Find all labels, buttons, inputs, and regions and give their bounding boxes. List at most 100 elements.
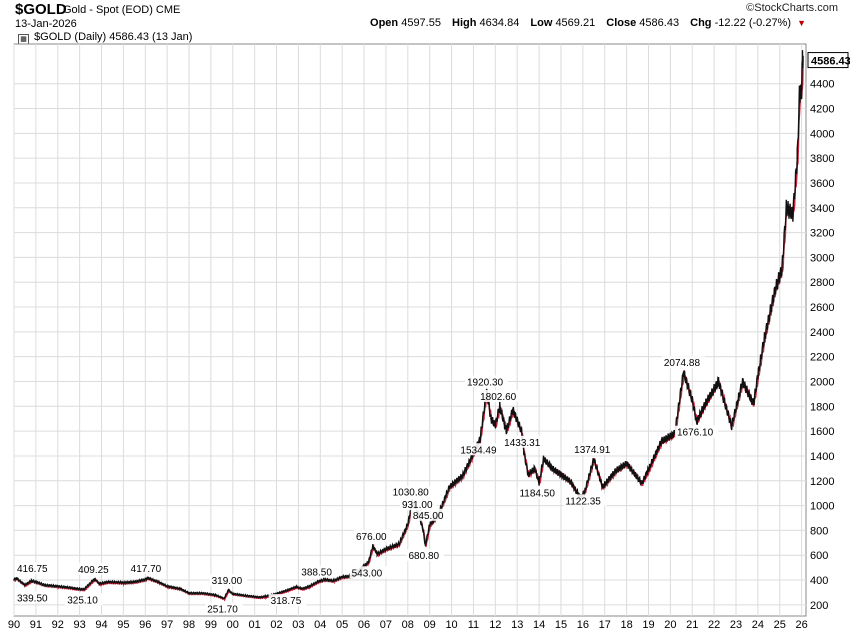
data-point — [647, 468, 650, 471]
data-label-bg — [502, 435, 546, 448]
data-label-bg — [675, 425, 719, 438]
y-tick-label: 3200 — [810, 228, 834, 240]
data-point — [490, 417, 492, 420]
data-point — [367, 561, 370, 564]
data-point — [231, 592, 234, 595]
data-point — [798, 95, 801, 97]
x-tick-label: 25 — [774, 619, 786, 631]
data-point — [214, 594, 217, 596]
open-value: 4597.55 — [401, 17, 441, 29]
data-label-bg — [464, 375, 509, 388]
data-label: 1920.30 — [467, 377, 504, 388]
series-legend-text: $GOLD (Daily) 4586.43 (13 Jan) — [34, 31, 193, 43]
data-label-bg — [76, 562, 114, 575]
data-point — [179, 587, 182, 590]
data-point — [691, 399, 694, 401]
low-value: 4569.21 — [555, 17, 596, 29]
x-tick-label: 07 — [380, 619, 392, 631]
x-tick-label: 13 — [511, 619, 523, 631]
data-label-bg — [299, 565, 337, 578]
data-point — [317, 580, 319, 583]
data-point — [144, 578, 147, 581]
x-tick-label: 90 — [8, 619, 20, 631]
instrument-name-text: Gold - Spot (EOD) — [63, 4, 153, 16]
y-tick-label: 600 — [810, 550, 828, 562]
x-tick-label: 99 — [205, 619, 217, 631]
data-point — [568, 479, 571, 482]
data-point — [785, 206, 788, 209]
last-value-box — [807, 52, 849, 69]
data-label-bg — [15, 591, 53, 604]
y-tick-label: 3400 — [810, 203, 834, 215]
x-tick-label: 95 — [117, 619, 129, 631]
data-point — [625, 462, 628, 465]
x-tick-label: 93 — [74, 619, 86, 631]
data-point — [428, 524, 431, 526]
x-tick-label: 96 — [139, 619, 151, 631]
data-label-bg — [268, 594, 307, 607]
data-point — [520, 430, 523, 432]
data-label: 543.00 — [352, 568, 383, 579]
data-point — [13, 579, 15, 581]
data-point — [286, 589, 289, 591]
y-tick-label: 2800 — [810, 277, 834, 289]
data-point — [601, 486, 604, 488]
data-point — [15, 577, 17, 579]
data-point — [461, 474, 464, 477]
data-point — [682, 371, 685, 374]
x-tick-label: 91 — [30, 619, 42, 631]
data-point — [56, 585, 59, 588]
data-point — [801, 59, 804, 62]
data-label-bg — [354, 529, 392, 542]
data-label-bg — [406, 549, 445, 562]
data-label: 319.00 — [212, 576, 243, 587]
data-point — [800, 89, 803, 91]
x-tick-label: 12 — [489, 619, 501, 631]
close-value: 4586.43 — [639, 17, 680, 29]
y-tick-label: 1600 — [810, 426, 834, 438]
y-tick-label: 2400 — [810, 327, 834, 339]
data-point — [542, 457, 545, 460]
data-point — [201, 592, 203, 594]
data-point — [133, 581, 136, 583]
data-point — [43, 584, 46, 586]
data-point — [122, 581, 125, 584]
data-label-bg — [205, 602, 243, 615]
data-label-bg — [15, 561, 53, 574]
data-point — [24, 584, 26, 586]
data-point — [479, 438, 481, 441]
data-point — [332, 579, 335, 582]
data-point — [258, 596, 260, 598]
data-label: 1374.91 — [574, 445, 611, 456]
data-label-bg — [349, 566, 388, 579]
x-tick-label: 17 — [599, 619, 611, 631]
ohlc-summary: Open 4597.55 High 4634.84 Low 4569.21 Cl… — [370, 17, 806, 29]
x-tick-label: 06 — [358, 619, 370, 631]
high-label: High — [452, 17, 477, 29]
data-point — [264, 595, 267, 598]
stockcharts-logo[interactable]: ©StockCharts.com — [746, 2, 838, 14]
data-label: 1122.35 — [565, 496, 601, 507]
data-point — [717, 380, 720, 383]
data-label-bg — [390, 485, 434, 498]
data-label: 2074.88 — [664, 358, 701, 369]
x-tick-label: 24 — [752, 619, 764, 631]
data-point — [538, 481, 540, 484]
data-point — [98, 582, 101, 585]
data-point — [385, 548, 387, 550]
data-point — [801, 58, 804, 60]
x-tick-label: 20 — [664, 619, 676, 631]
data-point — [308, 585, 311, 588]
x-tick-label: 98 — [183, 619, 195, 631]
data-point — [74, 587, 77, 590]
data-label-bg — [128, 561, 167, 574]
data-label-bg — [410, 508, 449, 521]
x-tick-label: 26 — [795, 619, 807, 631]
change-value: -12.22 (-0.27%) — [714, 17, 792, 29]
data-point — [730, 425, 733, 427]
high-value: 4634.84 — [479, 17, 520, 29]
exchange-label: CME — [155, 4, 181, 16]
x-tick-label: 01 — [249, 619, 261, 631]
data-point — [30, 579, 33, 582]
